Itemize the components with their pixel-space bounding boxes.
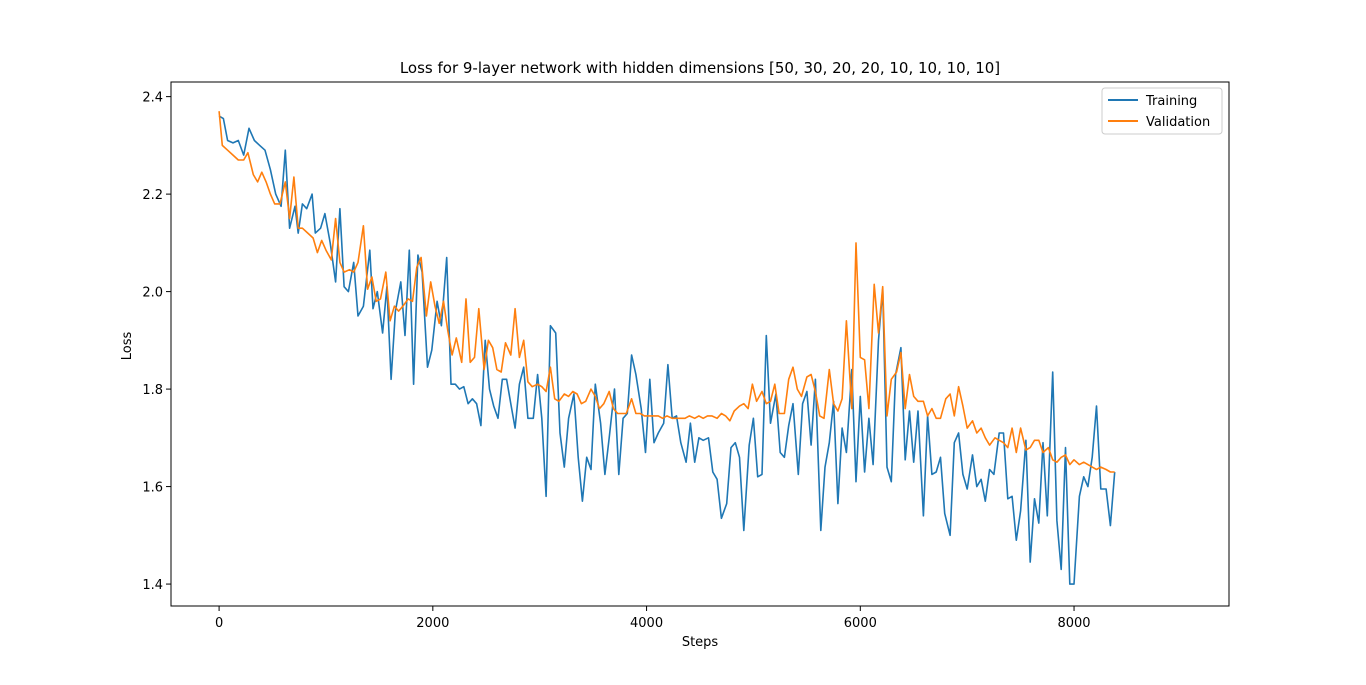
chart-title: Loss for 9-layer network with hidden dim… [400,59,1000,77]
x-tick-label: 2000 [416,616,449,631]
x-axis: 0 2000 4000 6000 8000 [215,606,1091,631]
x-tick-label: 4000 [630,616,663,631]
x-tick-label: 0 [215,616,223,631]
plot-frame [170,81,1230,607]
plot-area [170,81,1230,607]
y-axis-label: Loss [120,332,135,361]
y-tick-label: 1.8 [142,383,163,398]
y-axis: 1.4 1.6 1.8 2.0 2.2 2.4 [142,91,171,593]
y-tick-label: 2.4 [142,91,163,106]
y-tick-label: 2.2 [142,188,163,203]
x-tick-label: 8000 [1057,616,1090,631]
x-tick-label: 6000 [844,616,877,631]
legend-label-validation: Validation [1146,115,1210,130]
y-tick-label: 1.6 [142,481,163,496]
x-axis-label: Steps [682,635,719,650]
legend-label-training: Training [1145,94,1197,109]
y-tick-label: 2.0 [142,286,163,301]
y-tick-label: 1.4 [142,578,163,593]
legend: Training Validation [1101,87,1223,135]
series-line-validation [218,111,1115,473]
